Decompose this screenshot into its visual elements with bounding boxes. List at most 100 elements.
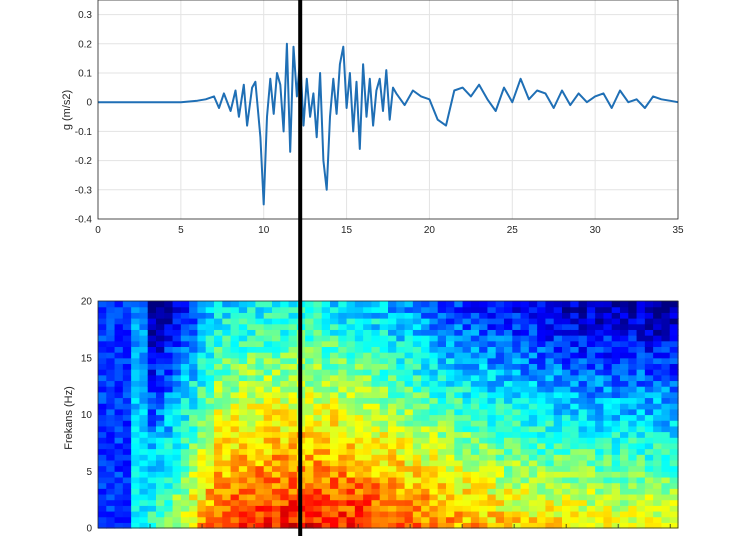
spectrogram-cell bbox=[479, 510, 489, 518]
spectrogram-cell bbox=[354, 301, 364, 308]
spectrogram-cell bbox=[462, 369, 472, 376]
spectrogram-cell bbox=[255, 369, 265, 376]
spectrogram-cell bbox=[197, 380, 207, 387]
spectrogram-cell bbox=[205, 357, 215, 365]
spectrogram-cell bbox=[653, 459, 663, 467]
spectrogram-cell bbox=[388, 335, 397, 342]
spectrogram-cell bbox=[454, 397, 464, 404]
spectrogram-cell bbox=[421, 482, 431, 489]
spectrogram-cell bbox=[238, 448, 248, 455]
spectrogram-cell bbox=[620, 391, 629, 399]
spectrogram-cell bbox=[156, 499, 165, 506]
spectrogram-cell bbox=[669, 448, 679, 455]
spectrogram-cell bbox=[661, 425, 671, 433]
spectrogram-cell bbox=[553, 488, 563, 495]
spectrogram-cell bbox=[139, 459, 149, 467]
spectrogram-cell bbox=[661, 374, 671, 382]
spectrogram-cell bbox=[330, 369, 339, 376]
spectrogram-cell bbox=[470, 346, 480, 353]
spectrogram-cell bbox=[644, 408, 654, 416]
spectrogram-cell bbox=[164, 346, 174, 353]
spectrogram-cell bbox=[462, 437, 472, 444]
spectrogram-cell bbox=[147, 374, 157, 382]
spectrogram-cell bbox=[388, 357, 397, 365]
spectrogram-cell bbox=[98, 431, 107, 438]
spectrogram-cell bbox=[214, 505, 223, 512]
spectrogram-cell bbox=[272, 488, 281, 495]
spectrogram-cell bbox=[338, 318, 348, 325]
spectrogram-cell bbox=[205, 431, 215, 438]
spectrogram-cell bbox=[122, 488, 132, 495]
spectrogram-cell bbox=[636, 448, 646, 455]
spectrogram-cell bbox=[338, 442, 348, 450]
spectrogram-cell bbox=[586, 369, 596, 376]
spectrogram-cell bbox=[437, 408, 447, 416]
spectrogram-cell bbox=[504, 312, 513, 319]
spectrogram-cell bbox=[180, 301, 190, 308]
spectrogram-cell bbox=[346, 301, 356, 308]
spectrogram-cell bbox=[346, 459, 356, 467]
spectrogram-cell bbox=[570, 425, 580, 433]
spectrogram-cell bbox=[636, 442, 646, 450]
spectrogram-cell bbox=[263, 448, 273, 455]
spectrogram-cell bbox=[611, 476, 621, 484]
spectrogram-cell bbox=[545, 357, 555, 365]
spectrogram-cell bbox=[636, 516, 646, 523]
spectrogram-cell bbox=[653, 323, 663, 330]
spectrogram-cell bbox=[404, 465, 414, 472]
spectrogram-cell bbox=[189, 357, 199, 365]
spectrogram-cell bbox=[371, 363, 381, 370]
spectrogram-cell bbox=[180, 499, 190, 506]
spectrogram-cell bbox=[106, 522, 116, 529]
spectrogram-cell bbox=[272, 414, 281, 421]
spectrogram-cell bbox=[388, 403, 397, 410]
spectrogram-cell bbox=[562, 414, 571, 421]
spectrogram-cell bbox=[504, 335, 513, 342]
spectrogram-cell bbox=[562, 374, 571, 382]
spectrogram-cell bbox=[379, 414, 389, 421]
spectrogram-cell bbox=[313, 391, 323, 399]
spectrogram-cell bbox=[371, 312, 381, 319]
spectrogram-cell bbox=[156, 448, 165, 455]
spectrogram-cell bbox=[545, 476, 555, 484]
spectrogram-cell bbox=[280, 488, 290, 495]
spectrogram-cell bbox=[553, 420, 563, 427]
spectrogram-cell bbox=[379, 340, 389, 347]
spectrogram-cell bbox=[122, 374, 132, 382]
spectrogram-cell bbox=[106, 454, 116, 461]
spectrogram-cell bbox=[238, 346, 248, 353]
spectrogram-cell bbox=[545, 346, 555, 353]
spectrogram-cell bbox=[454, 306, 464, 313]
spectrogram-cell bbox=[669, 380, 679, 387]
spectrogram-cell bbox=[321, 357, 331, 365]
spectrogram-cell bbox=[379, 425, 389, 433]
spectrogram-cell bbox=[595, 408, 605, 416]
spectrogram-cell bbox=[578, 425, 588, 433]
spectrogram-cell bbox=[197, 510, 207, 518]
spectrogram-cell bbox=[437, 352, 447, 359]
spectrogram-cell bbox=[636, 318, 646, 325]
spectrogram-cell bbox=[479, 488, 489, 495]
spectrogram-cell bbox=[520, 386, 530, 393]
spectrogram-cell bbox=[520, 391, 530, 399]
spectrogram-cell bbox=[164, 482, 174, 489]
spectrogram-cell bbox=[470, 505, 480, 512]
spectrogram-cell bbox=[230, 499, 240, 506]
spectrogram-cell bbox=[139, 329, 149, 336]
spectrogram-cell bbox=[512, 403, 522, 410]
spectrogram-cell bbox=[330, 306, 339, 313]
spectrogram-cell bbox=[346, 431, 356, 438]
spectrogram-cell bbox=[321, 505, 331, 512]
spectrogram-cell bbox=[131, 516, 141, 523]
spectrogram-cell bbox=[603, 306, 613, 313]
spectrogram-cell bbox=[197, 306, 207, 313]
spectrogram-cell bbox=[122, 522, 132, 529]
spectrogram-cell bbox=[354, 431, 364, 438]
spectrogram-cell bbox=[487, 437, 497, 444]
spectrogram-cell bbox=[313, 408, 323, 416]
spectrogram-cell bbox=[504, 397, 513, 404]
spectrogram-cell bbox=[537, 318, 547, 325]
spectrogram-cell bbox=[603, 363, 613, 370]
spectrogram-cell bbox=[429, 420, 439, 427]
spectrogram-cell bbox=[214, 301, 223, 308]
